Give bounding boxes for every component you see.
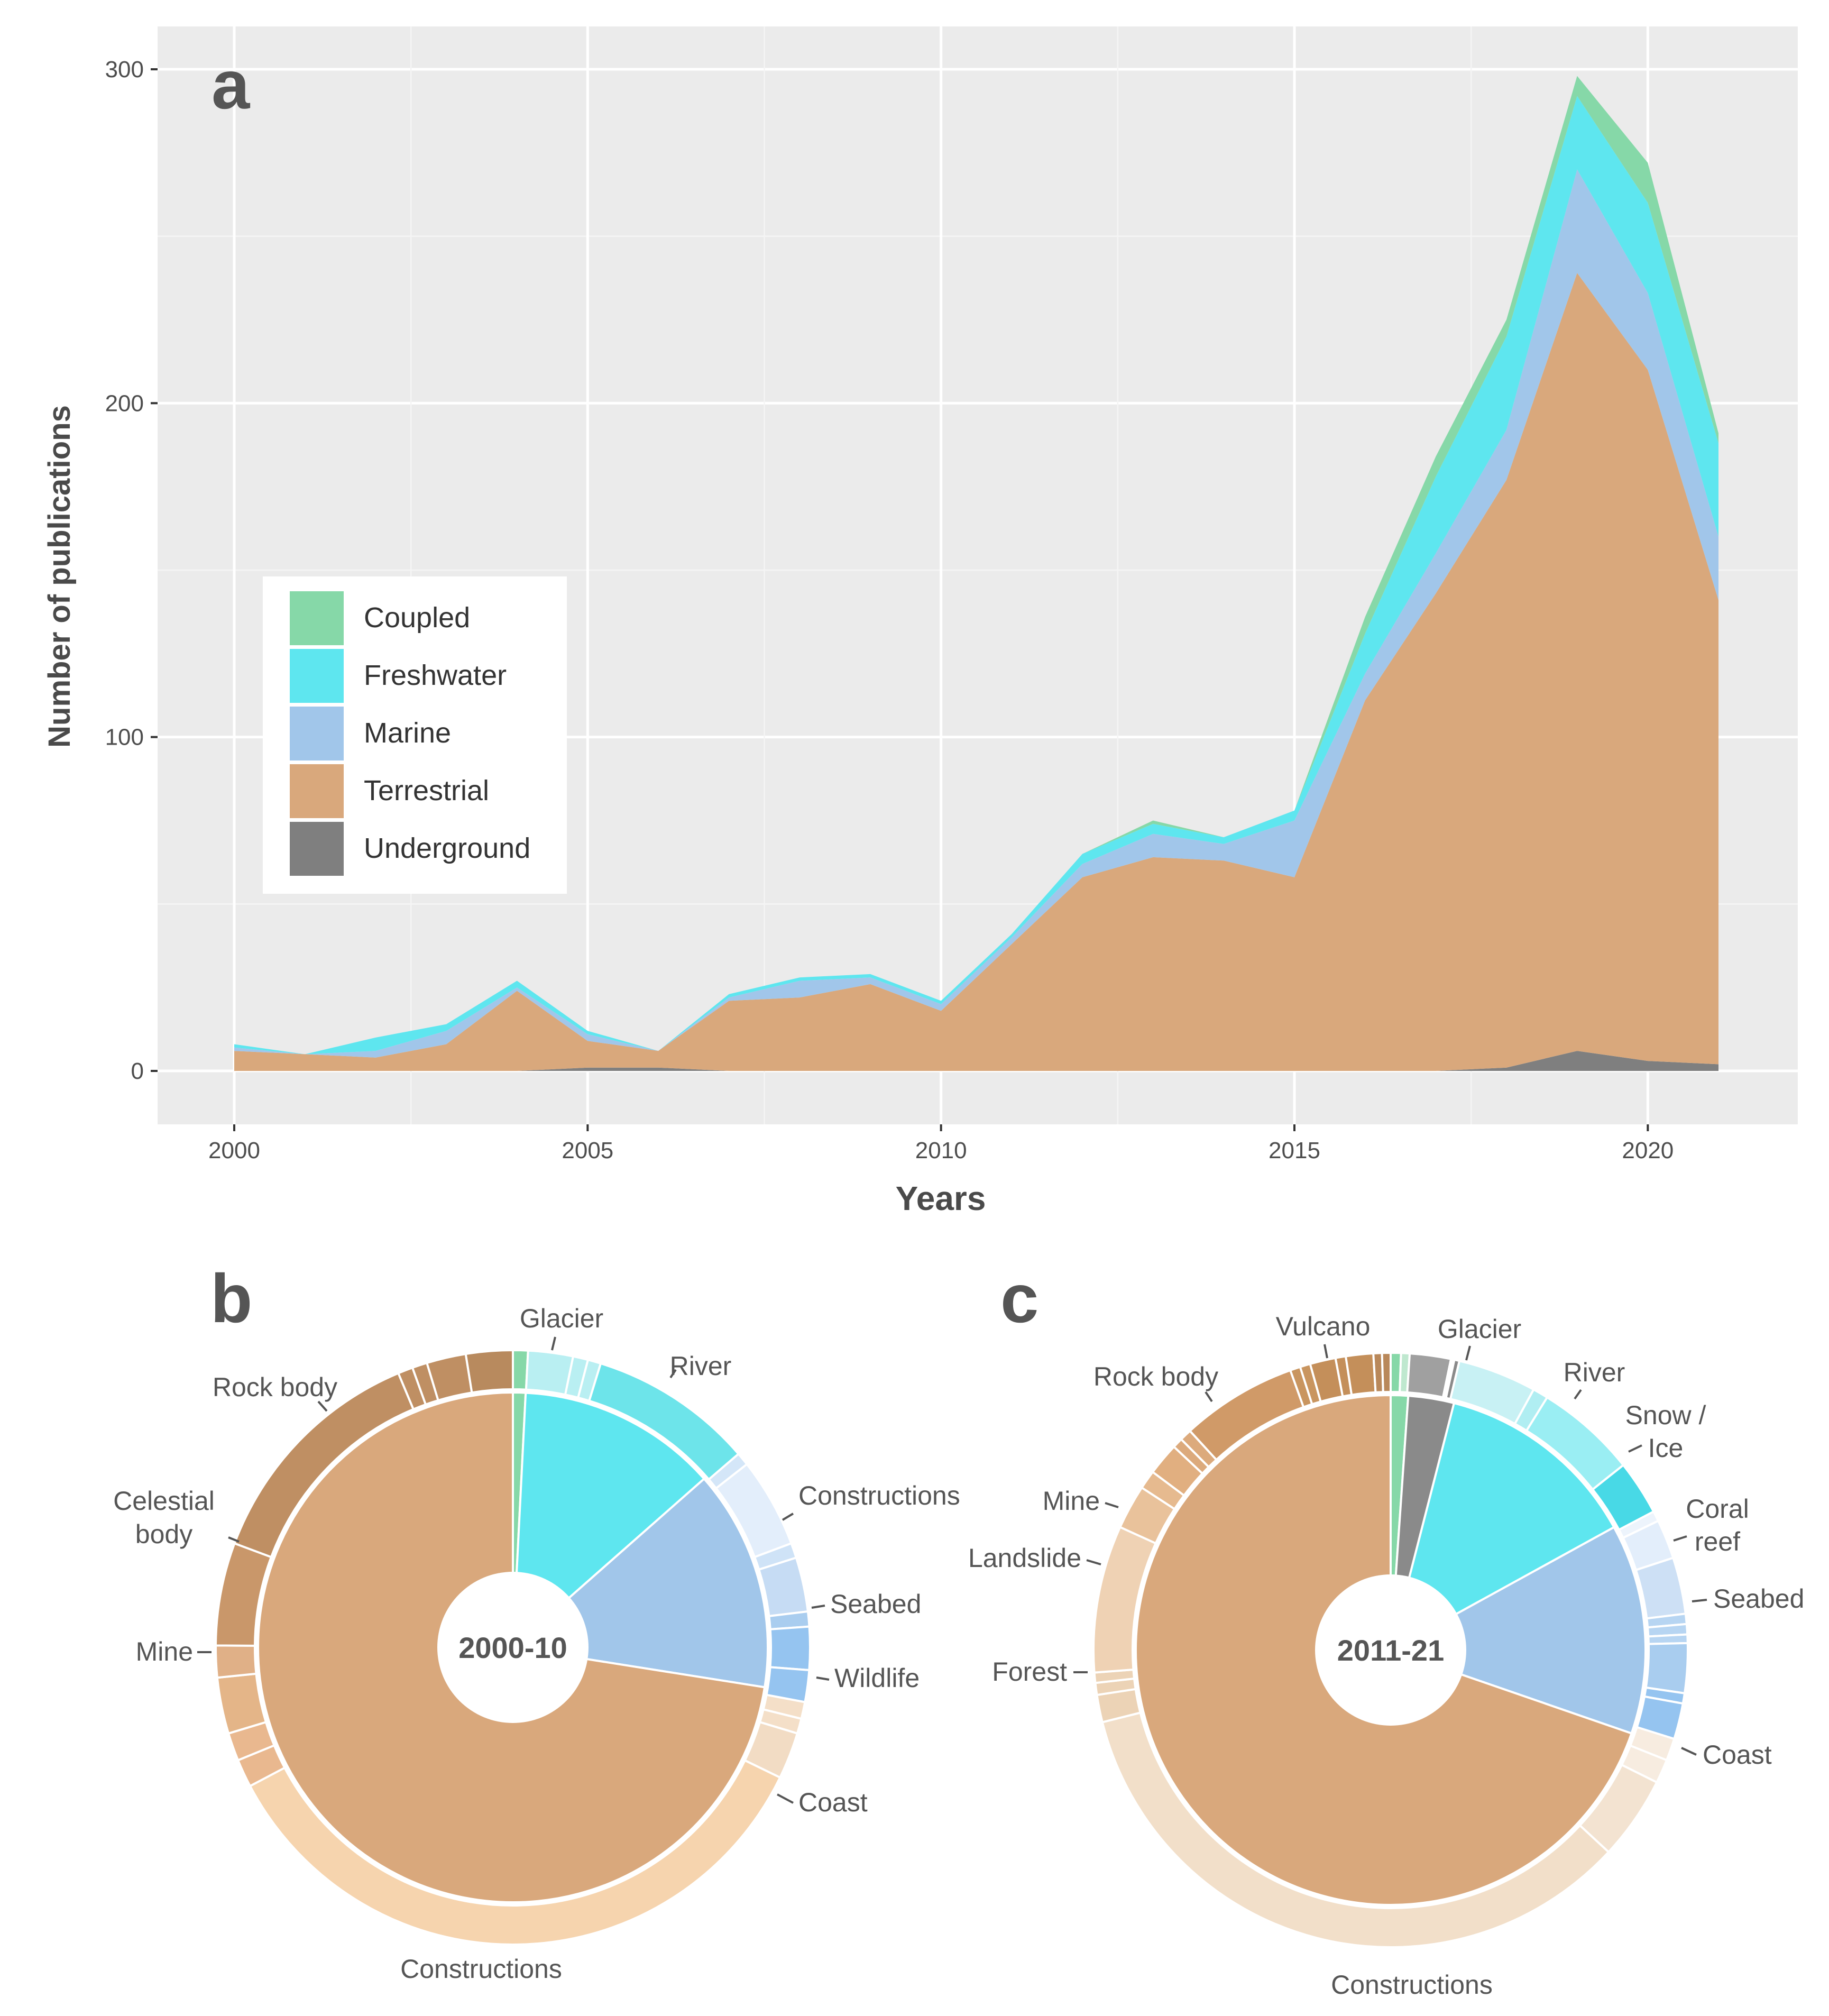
outer-ring [214, 1349, 811, 1946]
label-coral-1: Coral [1686, 1494, 1749, 1524]
label-coral-2: reef [1695, 1527, 1740, 1556]
outer-ring [1092, 1351, 1689, 1948]
y-tick-label: 300 [105, 57, 144, 83]
legend-swatch-coupled [290, 591, 344, 645]
center-label: 2011-21 [1337, 1634, 1444, 1667]
label-vulcano: Vulcano [1276, 1312, 1371, 1341]
area-series [234, 76, 1718, 1071]
label-river: River [1564, 1358, 1625, 1387]
y-tick-label: 0 [131, 1058, 144, 1084]
x-tick-label: 2000 [208, 1138, 260, 1163]
legend-label-terrestrial: Terrestrial [364, 775, 489, 807]
y-tick-label: 200 [105, 390, 144, 416]
slice-labels: Glacier River Constructions Seabed Wildl… [113, 1304, 960, 1984]
x-tick-label: 2020 [1622, 1138, 1674, 1163]
label-glacier: Glacier [1438, 1314, 1521, 1344]
center-label: 2000-10 [458, 1631, 567, 1664]
legend-label-coupled: Coupled [364, 602, 470, 634]
legend-swatch-terrestrial [290, 764, 344, 818]
label-constructions-bottom: Constructions [1331, 1970, 1493, 2000]
label-forest: Forest [992, 1657, 1067, 1687]
center-hole [1315, 1574, 1466, 1726]
label-snow-2: Ice [1648, 1433, 1684, 1463]
label-seabed: Seabed [830, 1589, 921, 1619]
legend: Coupled Freshwater Marine Terrestrial Underg… [263, 576, 567, 894]
label-celestial-2: body [135, 1519, 192, 1549]
legend-swatch-freshwater [290, 649, 344, 703]
panel-c-letter: c [1000, 1260, 1038, 1337]
legend-swatch-underground [290, 822, 344, 876]
label-rock-body: Rock body [1093, 1362, 1218, 1391]
label-mine: Mine [1043, 1486, 1100, 1516]
area-freshwater [234, 96, 1718, 1055]
sunburst-slice-constructions [1101, 1711, 1611, 1948]
x-tick-label: 2015 [1269, 1138, 1320, 1163]
label-celestial-1: Celestial [113, 1486, 215, 1516]
panel-a-area-chart: 0 100 200 300 2000 2005 2010 2015 2020 Number o… [42, 26, 1798, 1217]
center-hole [437, 1572, 589, 1723]
label-constructions-bottom: Constructions [400, 1954, 562, 1984]
label-constructions-right: Constructions [798, 1481, 960, 1510]
slice-labels: Vulcano Glacier River Snow / Ice Coral r… [968, 1312, 1804, 2000]
label-mine: Mine [136, 1637, 193, 1666]
label-river: River [670, 1351, 732, 1381]
leader-lines [1073, 1344, 1707, 1756]
sunburst-slice [464, 1349, 514, 1394]
label-coast: Coast [798, 1788, 868, 1817]
x-tick-label: 2010 [915, 1138, 967, 1163]
sunburst-slice [1344, 1352, 1377, 1396]
sunburst-slice-seabed [757, 1556, 810, 1618]
label-landslide: Landslide [968, 1543, 1081, 1573]
panel-c-sunburst: c 2011-21 Vulcano Glacier River Snow / I… [968, 1260, 1804, 2000]
legend-label-freshwater: Freshwater [364, 659, 507, 691]
label-glacier: Glacier [520, 1304, 603, 1333]
label-seabed: Seabed [1713, 1584, 1804, 1614]
sunburst-slice [1381, 1351, 1392, 1394]
panel-a-letter: a [212, 46, 251, 123]
label-coast: Coast [1703, 1740, 1772, 1770]
sunburst-slice-mine [216, 1672, 268, 1735]
legend-label-marine: Marine [364, 717, 451, 749]
legend-swatch-marine [290, 707, 344, 760]
leader-lines [197, 1336, 830, 1804]
sunburst-slice-wildlife [769, 1625, 811, 1672]
area-marine [234, 169, 1718, 1058]
y-axis-label: Number of publications [42, 405, 77, 748]
y-axis-ticks: 0 100 200 300 [105, 57, 158, 1084]
y-tick-label: 100 [105, 725, 144, 750]
panel-b-letter: b [210, 1260, 252, 1337]
panel-b-sunburst: b 2000-10 Glacier River Constructions Se… [113, 1260, 960, 1984]
sunburst-slice [214, 1644, 258, 1679]
area-terrestrial [234, 273, 1718, 1071]
sunburst-slice-seabed [1644, 1642, 1689, 1695]
legend-label-underground: Underground [364, 832, 530, 864]
x-axis-label: Years [896, 1179, 986, 1217]
label-rock-body: Rock body [213, 1372, 337, 1402]
sunburst-slice-coral-reef [1634, 1556, 1687, 1620]
label-snow-1: Snow / [1625, 1400, 1706, 1430]
x-axis-ticks: 2000 2005 2010 2015 2020 [208, 1124, 1674, 1163]
label-wildlife: Wildlife [834, 1663, 920, 1693]
area-underground [234, 1051, 1718, 1071]
x-tick-label: 2005 [562, 1138, 613, 1163]
